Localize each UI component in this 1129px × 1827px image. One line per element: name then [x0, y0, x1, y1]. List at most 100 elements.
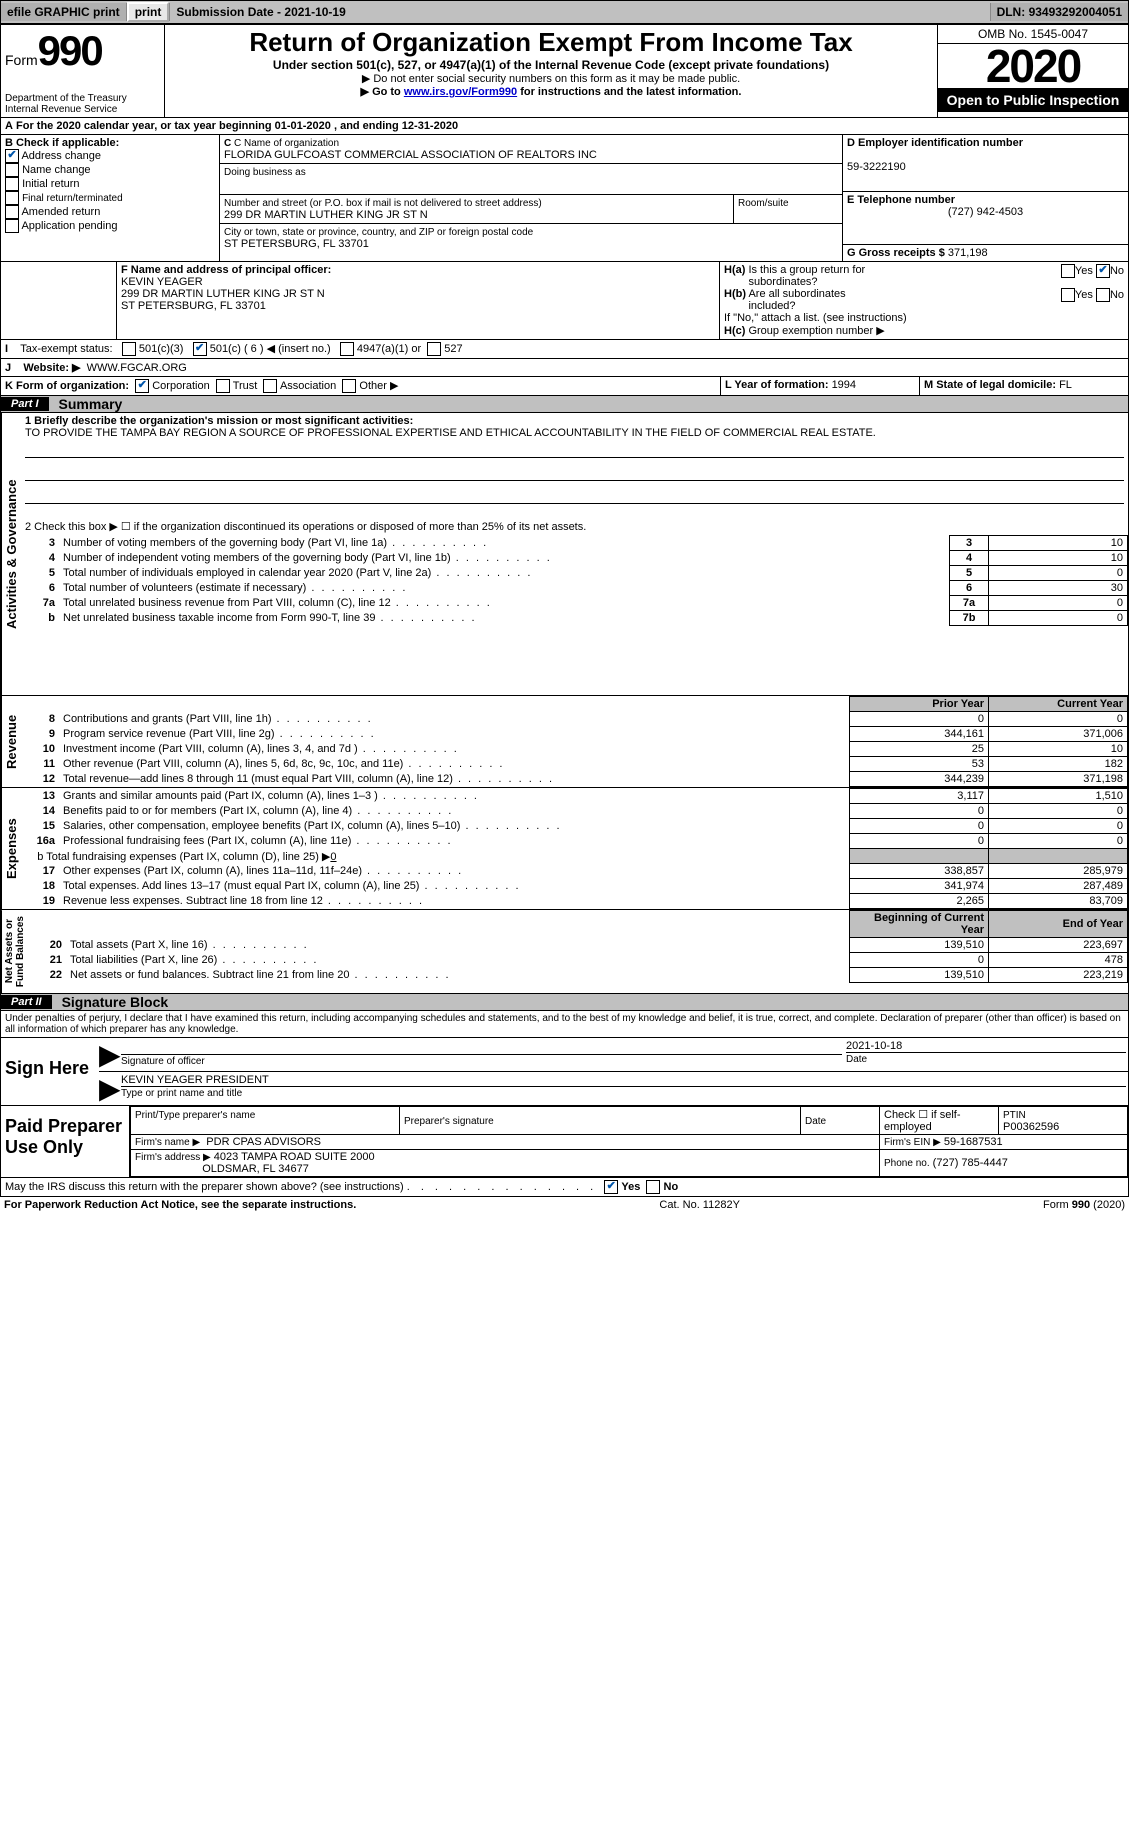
firm-addr2: OLDSMAR, FL 34677 [202, 1163, 309, 1175]
l-value: 1994 [832, 379, 856, 391]
declaration: Under penalties of perjury, I declare th… [0, 1011, 1129, 1038]
chk-pending[interactable] [5, 219, 19, 233]
prep-phone-label: Phone no. [884, 1158, 930, 1169]
line-klm: K Form of organization: Corporation Trus… [0, 377, 1129, 396]
chk-corp[interactable] [135, 379, 149, 393]
form-subtitle: Under section 501(c), 527, or 4947(a)(1)… [169, 58, 933, 72]
org-city: ST PETERSBURG, FL 33701 [224, 238, 369, 250]
hc-label: H(c) Group exemption number ▶ [724, 324, 1124, 337]
firm-name: PDR CPAS ADVISORS [206, 1136, 321, 1148]
chk-assoc[interactable] [263, 379, 277, 393]
phone-value: (727) 942-4503 [847, 206, 1124, 218]
c-name-label: C C Name of organization [224, 138, 339, 149]
website-value: WWW.FGCAR.ORG [87, 362, 187, 374]
discuss-line: May the IRS discuss this return with the… [0, 1178, 1129, 1197]
chk-527[interactable] [427, 342, 441, 356]
sign-here-label: Sign Here [1, 1038, 99, 1105]
governance-table: 3 Number of voting members of the govern… [21, 535, 1128, 626]
mission-text: TO PROVIDE THE TAMPA BAY REGION A SOURCE… [25, 427, 876, 439]
top-bar: efile GRAPHIC print print Submission Dat… [0, 0, 1129, 24]
section-b-header: B Check if applicable: [5, 137, 119, 149]
form-header: Form990 Department of the Treasury Inter… [0, 24, 1129, 118]
chk-amended[interactable] [5, 205, 19, 219]
line-j: J Website: ▶ WWW.FGCAR.ORG [0, 359, 1129, 377]
org-name: FLORIDA GULFCOAST COMMERCIAL ASSOCIATION… [224, 149, 597, 161]
officer-city: ST PETERSBURG, FL 33701 [121, 300, 266, 312]
street-label: Number and street (or P.O. box if mail i… [224, 198, 542, 209]
prep-name-label: Print/Type preparer's name [135, 1110, 255, 1121]
lbl-initial-return: Initial return [22, 178, 79, 190]
print-button[interactable]: print [127, 2, 170, 22]
discuss-no[interactable] [646, 1180, 660, 1194]
efile-label: efile GRAPHIC print [1, 3, 127, 21]
firm-name-label: Firm's name ▶ [135, 1137, 200, 1148]
room-label: Room/suite [738, 198, 789, 209]
firm-ein-label: Firm's EIN ▶ [884, 1137, 941, 1148]
chk-name-change[interactable] [5, 163, 19, 177]
prep-phone: (727) 785-4447 [933, 1157, 1008, 1169]
inspection-notice: Open to Public Inspection [938, 88, 1128, 112]
netassets-table: Beginning of Current YearEnd of Year20 T… [28, 910, 1128, 983]
sig-date: 2021-10-18 [846, 1040, 1126, 1052]
type-name-label: Type or print name and title [121, 1088, 242, 1099]
gross-receipts-label: G Gross receipts $ [847, 247, 945, 259]
m-value: FL [1059, 379, 1072, 391]
tax-year: 2020 [938, 44, 1128, 88]
ha-no[interactable] [1096, 264, 1110, 278]
line-a: A For the 2020 calendar year, or tax yea… [0, 118, 1129, 135]
irs-link[interactable]: www.irs.gov/Form990 [404, 86, 517, 98]
chk-initial-return[interactable] [5, 177, 19, 191]
firm-addr1: 4023 TAMPA ROAD SUITE 2000 [214, 1151, 375, 1163]
city-label: City or town, state or province, country… [224, 227, 533, 238]
hb-note: If "No," attach a list. (see instruction… [724, 312, 1124, 324]
officer-h-block: F Name and address of principal officer:… [0, 262, 1129, 340]
chk-address-change[interactable] [5, 149, 19, 163]
revenue-block: Revenue Prior YearCurrent Year8 Contribu… [0, 696, 1129, 788]
chk-501c3[interactable] [122, 342, 136, 356]
form-note1: ▶ Do not enter social security numbers o… [169, 72, 933, 85]
lbl-pending: Application pending [21, 220, 117, 232]
ha-yes[interactable] [1061, 264, 1075, 278]
expenses-block: Expenses 13 Grants and similar amounts p… [0, 788, 1129, 910]
prep-sig-label: Preparer's signature [404, 1116, 494, 1127]
dba-label: Doing business as [224, 167, 306, 178]
form-note2: ▶ Go to www.irs.gov/Form990 for instruct… [169, 85, 933, 98]
chk-final-return[interactable] [5, 191, 19, 205]
chk-4947[interactable] [340, 342, 354, 356]
hb-label: H(b) Are all subordinates included? [724, 288, 1014, 312]
ptin-value: P00362596 [1003, 1121, 1059, 1133]
org-street: 299 DR MARTIN LUTHER KING JR ST N [224, 209, 428, 221]
lbl-name-change: Name change [22, 164, 91, 176]
hb-no[interactable] [1096, 288, 1110, 302]
k-label: K Form of organization: [5, 380, 129, 392]
page-footer: For Paperwork Reduction Act Notice, see … [0, 1197, 1129, 1213]
paid-preparer-block: Paid Preparer Use Only Print/Type prepar… [0, 1106, 1129, 1178]
chk-501c[interactable] [193, 342, 207, 356]
phone-label: E Telephone number [847, 194, 955, 206]
gross-receipts-value: 371,198 [948, 247, 988, 259]
firm-ein: 59-1687531 [944, 1136, 1003, 1148]
sig-date-label: Date [846, 1054, 867, 1065]
chk-trust[interactable] [216, 379, 230, 393]
org-info-block: B Check if applicable: Address change Na… [0, 135, 1129, 262]
officer-typed-name: KEVIN YEAGER PRESIDENT [121, 1074, 1126, 1087]
ein-label: D Employer identification number [847, 137, 1023, 149]
chk-other[interactable] [342, 379, 356, 393]
lbl-final-return: Final return/terminated [22, 193, 123, 204]
lbl-address-change: Address change [21, 150, 101, 162]
vlabel-netassets: Net Assets orFund Balances [1, 910, 28, 993]
form-title: Return of Organization Exempt From Incom… [169, 27, 933, 58]
ptin-label: PTIN [1003, 1110, 1026, 1121]
line-i: I Tax-exempt status: 501(c)(3) 501(c) ( … [0, 340, 1129, 359]
form-number: Form990 [5, 27, 160, 75]
part1-header: Part I Summary [0, 396, 1129, 413]
hb-yes[interactable] [1061, 288, 1075, 302]
officer-name: KEVIN YEAGER [121, 276, 203, 288]
ein-value: 59-3222190 [847, 161, 906, 173]
paid-prep-label: Paid Preparer Use Only [1, 1106, 130, 1177]
lbl-amended: Amended return [21, 206, 100, 218]
discuss-yes[interactable] [604, 1180, 618, 1194]
revenue-table: Prior YearCurrent Year8 Contributions an… [21, 696, 1128, 787]
firm-addr-label: Firm's address ▶ [135, 1152, 211, 1163]
dln: DLN: 93493292004051 [990, 3, 1128, 21]
